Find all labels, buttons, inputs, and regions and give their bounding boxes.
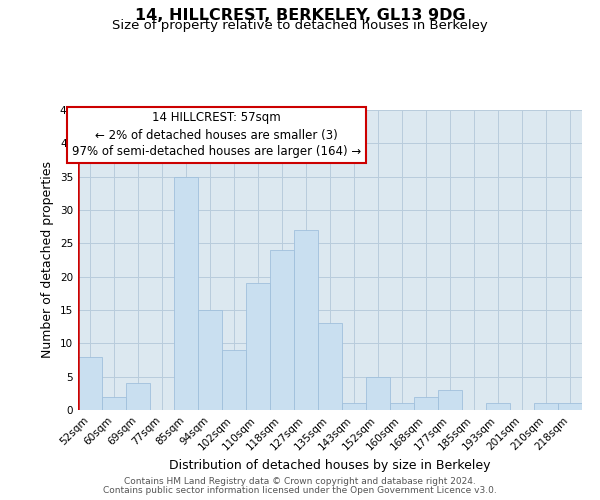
Bar: [174, 176, 198, 410]
Bar: [78, 356, 102, 410]
Bar: [102, 396, 126, 410]
Text: Contains HM Land Registry data © Crown copyright and database right 2024.: Contains HM Land Registry data © Crown c…: [124, 477, 476, 486]
Bar: [390, 404, 414, 410]
Bar: [318, 324, 342, 410]
Bar: [438, 390, 462, 410]
Bar: [366, 376, 390, 410]
Text: 14 HILLCREST: 57sqm
← 2% of detached houses are smaller (3)
97% of semi-detached: 14 HILLCREST: 57sqm ← 2% of detached hou…: [72, 112, 361, 158]
Text: Distribution of detached houses by size in Berkeley: Distribution of detached houses by size …: [169, 460, 491, 472]
Bar: [126, 384, 150, 410]
Text: Size of property relative to detached houses in Berkeley: Size of property relative to detached ho…: [112, 18, 488, 32]
Bar: [246, 284, 270, 410]
Bar: [534, 404, 558, 410]
Bar: [558, 404, 582, 410]
Text: Contains public sector information licensed under the Open Government Licence v3: Contains public sector information licen…: [103, 486, 497, 495]
Y-axis label: Number of detached properties: Number of detached properties: [41, 162, 55, 358]
Text: 14, HILLCREST, BERKELEY, GL13 9DG: 14, HILLCREST, BERKELEY, GL13 9DG: [134, 8, 466, 22]
Bar: [486, 404, 510, 410]
Bar: [198, 310, 222, 410]
Bar: [222, 350, 246, 410]
Bar: [294, 230, 318, 410]
Bar: [342, 404, 366, 410]
Bar: [414, 396, 438, 410]
Bar: [270, 250, 294, 410]
